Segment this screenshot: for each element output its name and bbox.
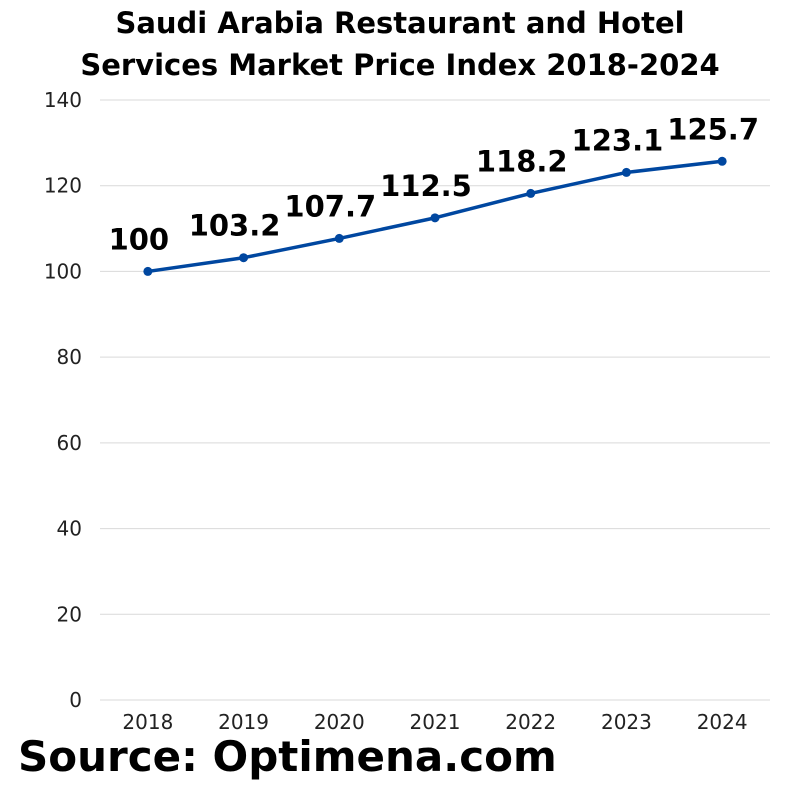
data-label-2018: 100	[109, 222, 170, 256]
data-label-2021: 112.5	[380, 169, 472, 203]
y-tick-label-60: 60	[57, 431, 82, 455]
data-point-2023	[621, 167, 631, 177]
data-point-2021	[430, 213, 440, 223]
y-tick-label-120: 120	[44, 174, 82, 198]
y-tick-label-20: 20	[57, 602, 82, 626]
y-tick-label-140: 140	[44, 88, 82, 112]
x-tick-label-2021: 2021	[410, 710, 461, 734]
data-label-2020: 107.7	[284, 189, 376, 223]
x-tick-label-2023: 2023	[601, 710, 652, 734]
x-tick-label-2019: 2019	[218, 710, 269, 734]
data-label-2022: 118.2	[476, 144, 568, 178]
x-tick-label-2020: 2020	[314, 710, 365, 734]
data-point-2018	[143, 266, 153, 276]
data-point-2024	[717, 156, 727, 166]
chart-title: Saudi Arabia Restaurant and Hotel Servic…	[0, 2, 800, 86]
y-tick-label-100: 100	[44, 259, 82, 283]
x-tick-label-2024: 2024	[697, 710, 748, 734]
data-label-2023: 123.1	[572, 123, 664, 157]
data-label-2024: 125.7	[667, 112, 759, 146]
y-tick-label-40: 40	[57, 517, 82, 541]
y-tick-label-0: 0	[69, 688, 82, 712]
y-tick-label-80: 80	[57, 345, 82, 369]
chart-title-line-1: Saudi Arabia Restaurant and Hotel	[115, 6, 685, 40]
data-label-2019: 103.2	[189, 209, 281, 243]
data-point-2019	[239, 253, 249, 263]
x-tick-label-2022: 2022	[505, 710, 556, 734]
x-tick-label-2018: 2018	[122, 710, 173, 734]
chart-title-line-2: Services Market Price Index 2018-2024	[80, 48, 720, 82]
data-point-2020	[334, 233, 344, 243]
source-note: Source: Optimena.com	[18, 732, 557, 781]
data-point-2022	[526, 188, 536, 198]
